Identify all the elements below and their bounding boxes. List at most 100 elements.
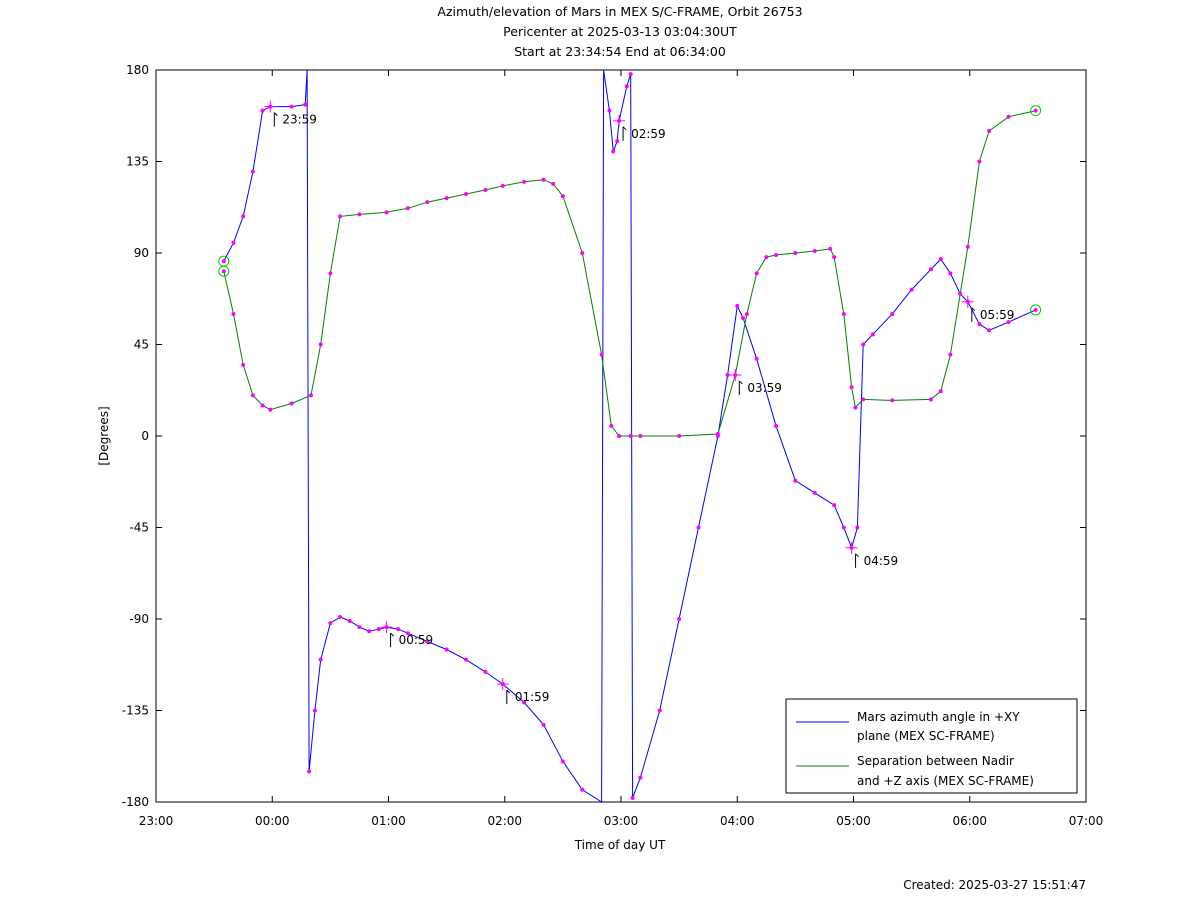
data-point — [958, 291, 963, 296]
legend-label-separation-line-2: and +Z axis (MEX SC-FRAME) — [857, 774, 1034, 788]
data-point — [367, 629, 372, 634]
data-point — [861, 397, 866, 402]
hour-label: 00:59 — [399, 633, 434, 647]
data-point — [828, 246, 833, 251]
data-point — [560, 759, 565, 764]
data-point — [754, 356, 759, 361]
data-point — [929, 397, 933, 402]
data-point — [241, 362, 246, 367]
data-point — [987, 129, 992, 133]
legend-box — [785, 698, 1078, 794]
hour-label: 01:59 — [515, 690, 550, 704]
data-point — [464, 192, 468, 197]
data-point — [624, 84, 629, 89]
data-point — [855, 525, 860, 530]
y-tick-label: 180 — [126, 63, 149, 77]
data-point — [735, 303, 740, 308]
data-point — [483, 187, 488, 192]
data-point — [357, 212, 362, 217]
data-point — [376, 627, 381, 632]
data-point — [611, 149, 616, 154]
data-point — [522, 700, 527, 705]
hour-label-arrow — [390, 632, 394, 637]
data-point — [938, 389, 943, 394]
y-axis: 180 135 90 45 0 -45 -90 -135 -180 — [122, 63, 1086, 809]
y-axis-label: [Degrees] — [97, 406, 111, 465]
data-point — [599, 352, 604, 357]
hour-label-arrow — [622, 126, 627, 131]
data-point — [580, 251, 585, 255]
data-point — [560, 194, 565, 199]
data-point — [405, 631, 410, 636]
y-tick-label: 135 — [126, 155, 149, 169]
data-point — [318, 657, 323, 662]
data-point — [541, 177, 546, 182]
y-tick-label: -90 — [129, 612, 149, 626]
x-axis-label: Time of day UT — [574, 838, 666, 852]
data-point — [774, 253, 778, 258]
data-point — [977, 159, 982, 164]
data-point — [812, 490, 817, 495]
data-point — [861, 342, 866, 347]
legend: Mars azimuth angle in +XY plane (MEX SC-… — [785, 698, 1078, 794]
data-point — [357, 625, 362, 630]
chart-title-line-2: Pericenter at 2025-03-13 03:04:30UT — [503, 24, 737, 39]
x-tick-label: 06:00 — [952, 814, 987, 828]
y-tick-label: -180 — [122, 795, 149, 809]
endpoint-marker — [1030, 304, 1042, 316]
x-tick-label: 02:00 — [487, 814, 522, 828]
data-point — [741, 316, 746, 321]
y-tick-label: -135 — [122, 704, 149, 718]
data-point — [977, 322, 982, 327]
x-tick-label: 01:00 — [371, 814, 406, 828]
data-point — [890, 398, 895, 403]
data-point — [617, 434, 622, 438]
created-timestamp: Created: 2025-03-27 15:51:47 — [903, 878, 1086, 892]
data-point — [396, 627, 401, 632]
data-point — [500, 183, 505, 188]
data-point — [638, 775, 643, 780]
data-point — [607, 108, 612, 113]
data-point — [580, 787, 585, 792]
x-tick-label: 04:00 — [720, 814, 755, 828]
data-point — [870, 332, 875, 337]
data-point — [832, 503, 837, 508]
chart-title-line-3: Start at 23:34:54 End at 06:34:00 — [514, 44, 726, 59]
marker-layer — [218, 72, 1042, 800]
hour-label: 23:59 — [282, 113, 317, 127]
data-point — [347, 619, 352, 624]
data-point — [841, 312, 846, 316]
y-tick-label: 45 — [134, 338, 149, 352]
data-point — [425, 200, 430, 205]
data-point — [630, 795, 635, 800]
data-point — [444, 196, 449, 201]
data-point — [628, 72, 633, 77]
y-tick-label: -45 — [129, 521, 149, 535]
data-point — [890, 312, 895, 316]
data-point — [405, 206, 410, 211]
hour-label-arrow — [738, 380, 743, 385]
data-point — [948, 271, 953, 276]
data-point — [328, 271, 333, 276]
data-point — [615, 139, 620, 144]
y-tick-label: 90 — [134, 246, 149, 260]
data-point — [318, 342, 323, 347]
data-point — [328, 621, 333, 626]
series-line-0 — [223, 69, 1036, 803]
data-point — [744, 312, 749, 316]
hour-label: 04:59 — [864, 554, 899, 568]
data-point — [965, 244, 970, 249]
data-point — [677, 434, 682, 438]
data-point — [1033, 108, 1038, 113]
data-point — [657, 708, 662, 713]
data-point — [289, 104, 294, 109]
data-point — [832, 255, 837, 260]
hour-label: 05:59 — [980, 308, 1015, 322]
data-point — [250, 169, 255, 174]
data-point — [754, 271, 759, 276]
data-point — [929, 267, 933, 272]
legend-label-azimuth-line-2: plane (MEX SC-FRAME) — [857, 729, 995, 743]
data-point — [609, 423, 614, 428]
hour-label-arrow — [855, 553, 859, 558]
